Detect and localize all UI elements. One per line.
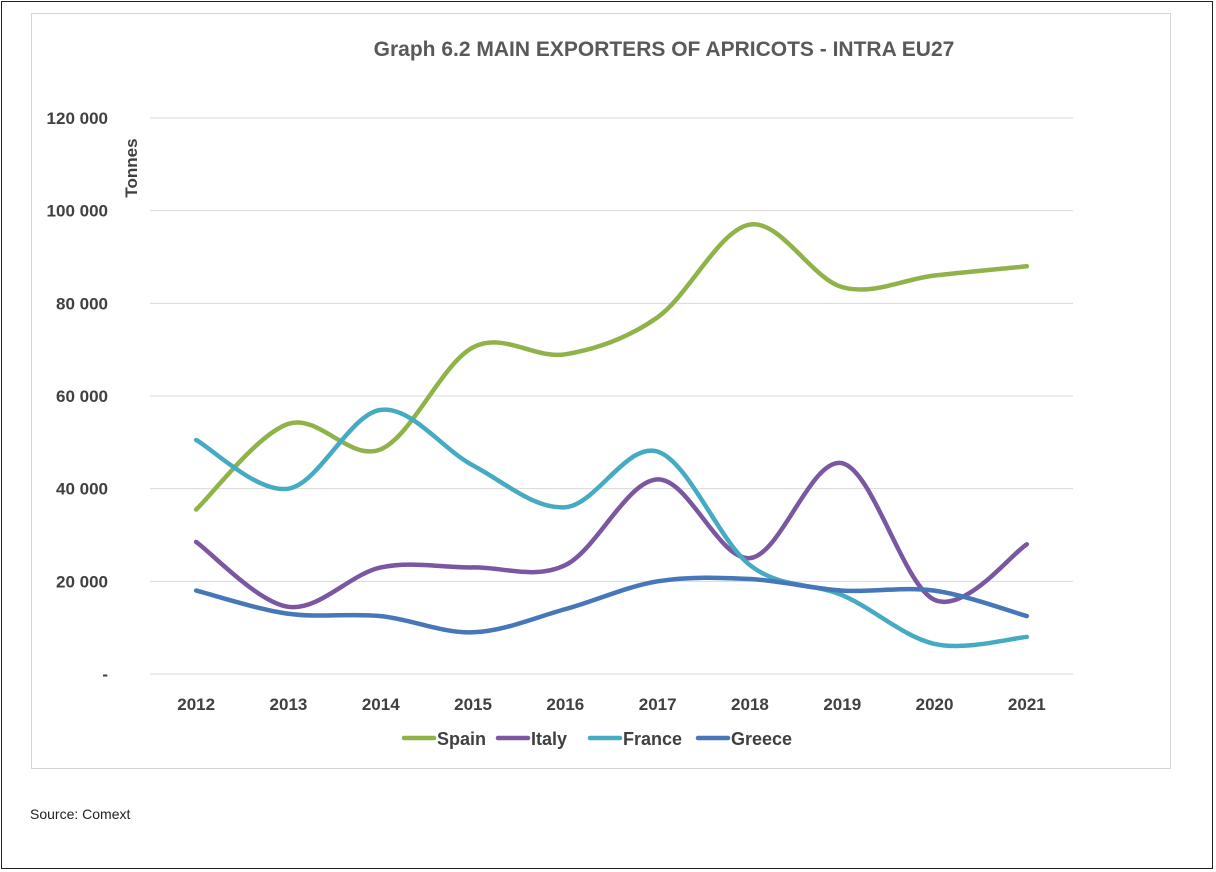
x-tick-label: 2014 [362,695,400,714]
x-axis-ticks: 2012 2013 2014 2015 2016 2017 2018 2019 2020 2021 [177,695,1046,714]
y-tick-label: 20 000 [56,572,108,591]
x-tick-label: 2018 [731,695,769,714]
x-tick-label: 2021 [1008,695,1046,714]
x-tick-label: 2012 [177,695,215,714]
y-tick-label: 40 000 [56,480,108,499]
x-tick-label: 2019 [823,695,861,714]
source-note: Source: Comext [30,806,131,822]
legend-label-greece: Greece [731,729,792,749]
y-axis-ticks: - 20 000 40 000 60 000 80 000 100 000 120 000 [47,109,108,684]
gridlines [150,117,1073,675]
y-tick-label: 80 000 [56,294,108,313]
series-line-greece [193,575,1030,635]
y-tick-label: 100 000 [47,202,108,221]
legend-label-italy: Italy [531,729,567,749]
legend-label-spain: Spain [437,729,486,749]
chart-area-border [31,13,1171,769]
series-line-france [193,407,1030,649]
y-tick-label: 120 000 [47,109,108,128]
chart-title: Graph 6.2 MAIN EXPORTERS OF APRICOTS - I… [374,38,955,61]
y-tick-label: 60 000 [56,387,108,406]
y-axis-label: Tonnes [122,138,141,197]
y-tick-label: - [102,665,108,684]
series-line-italy [193,460,1030,610]
series-line-spain [193,222,1030,512]
legend-label-france: France [623,729,682,749]
x-tick-label: 2013 [270,695,308,714]
x-tick-label: 2016 [546,695,584,714]
x-tick-label: 2020 [916,695,954,714]
legend: Spain Italy France Greece [401,729,792,749]
x-tick-label: 2017 [639,695,677,714]
series-lines [193,222,1030,649]
x-tick-label: 2015 [454,695,492,714]
